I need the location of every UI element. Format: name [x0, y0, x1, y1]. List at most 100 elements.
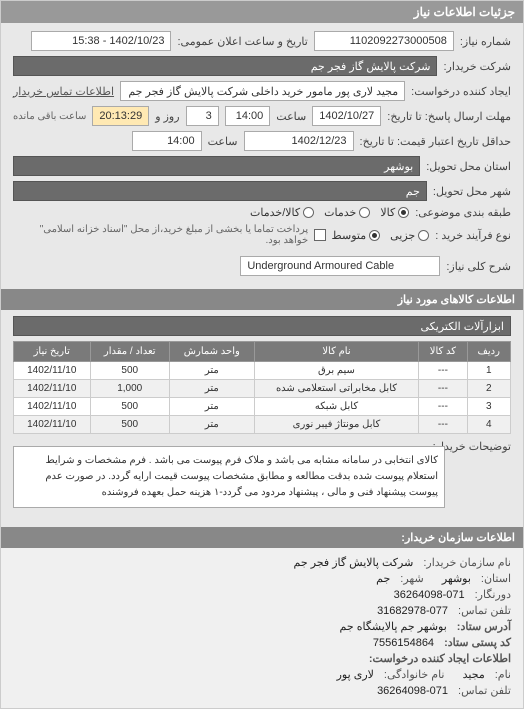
creator-family-value: لاری پور [337, 668, 374, 681]
table-header: کد کالا [419, 342, 467, 362]
org-label: نام سازمان خریدار: [423, 556, 511, 569]
requester-label: ایجاد کننده درخواست: [411, 85, 511, 98]
table-header: تعداد / مقدار [90, 342, 169, 362]
validity-label: حداقل تاریخ اعتبار قیمت: تا تاریخ: [360, 135, 511, 148]
response-deadline-label: مهلت ارسال پاسخ: تا تاریخ: [387, 110, 511, 123]
validity-time-field: 14:00 [132, 131, 202, 151]
public-datetime-label: تاریخ و ساعت اعلان عمومی: [177, 35, 307, 48]
days-label: روز و [155, 110, 179, 123]
table-cell: 4 [467, 416, 510, 434]
bi-city-label: شهر: [400, 572, 423, 585]
buyer-company-label: شرکت خریدار: [443, 60, 511, 73]
tool-group-field: ابزارآلات الکتریکی [13, 316, 511, 336]
table-cell: --- [419, 416, 467, 434]
public-datetime-field: 1402/10/23 - 15:38 [31, 31, 171, 51]
table-cell: سیم برق [254, 362, 419, 380]
main-desc-field: Underground Armoured Cable [240, 256, 440, 276]
radio-motevasset[interactable] [369, 230, 380, 241]
process-note: پرداخت تماما یا بخشی از مبلغ خرید،از محل… [13, 224, 308, 246]
creator-section: اطلاعات ایجاد کننده درخواست: [369, 652, 511, 665]
table-header: ردیف [467, 342, 510, 362]
phone-value: 31682978-077 [377, 605, 448, 617]
province-field: بوشهر [13, 156, 420, 176]
table-cell: 2 [467, 380, 510, 398]
time-remain-field: 20:13:29 [92, 106, 149, 126]
process-type-label: نوع فرآیند خرید : [435, 229, 511, 242]
table-header: نام کالا [254, 342, 419, 362]
time-remain-label: ساعت باقی مانده [13, 111, 86, 122]
main-desc-label: شرح کلی نیاز: [446, 260, 511, 273]
table-row: 3---کابل شبکهمتر5001402/11/10 [14, 398, 511, 416]
validity-date-field: 1402/12/23 [244, 131, 354, 151]
table-header: تاریخ نیاز [14, 342, 91, 362]
description-label: توضیحات خریدار: [451, 440, 511, 453]
radio-motevasset-label: متوسط [332, 229, 367, 242]
bi-province-label: استان: [481, 572, 511, 585]
buyer-info-block: نام سازمان خریدار: شرکت پالایش گاز فجر جم… [1, 548, 523, 708]
table-cell: --- [419, 398, 467, 416]
fax-label: دورنگار: [475, 588, 511, 601]
items-section-title: اطلاعات کالاهای مورد نیاز [1, 289, 523, 310]
bi-city-value: جم [376, 572, 390, 585]
address-value: بوشهر جم پالایشگاه جم [340, 620, 447, 633]
table-cell: 1 [467, 362, 510, 380]
city-field: جم [13, 181, 427, 201]
table-cell: متر [169, 380, 254, 398]
creator-phone-value: 36264098-071 [377, 685, 448, 697]
creator-phone-label: تلفن تماس: [458, 684, 511, 697]
radio-kala-khadamat-label: کالا/خدمات [250, 206, 300, 219]
creator-family-label: نام خانوادگی: [384, 668, 445, 681]
budget-radio-group: کالا خدمات کالا/خدمات [250, 206, 409, 219]
table-row: 4---کابل مونتاژ فیبر نوریمتر5001402/11/1… [14, 416, 511, 434]
radio-jozi[interactable] [418, 230, 429, 241]
creator-name-label: نام: [495, 668, 511, 681]
table-cell: کابل مخابراتی استعلامی شده [254, 380, 419, 398]
phone-label: تلفن تماس: [458, 604, 511, 617]
table-cell: --- [419, 362, 467, 380]
radio-kala[interactable] [398, 207, 409, 218]
requester-field: مجید لاری پور مامور خرید داخلی شرکت پالا… [120, 81, 405, 101]
org-value: شرکت پالایش گاز فجر جم [294, 556, 414, 569]
table-cell: متر [169, 362, 254, 380]
table-cell: 1,000 [90, 380, 169, 398]
table-row: 1---سیم برقمتر5001402/11/10 [14, 362, 511, 380]
table-cell: 3 [467, 398, 510, 416]
description-text: کالای انتخابی در سامانه مشابه می باشد و … [13, 446, 445, 508]
radio-jozi-label: جزیی [390, 229, 415, 242]
radio-khadamat-label: خدمات [324, 206, 356, 219]
table-cell: کابل شبکه [254, 398, 419, 416]
table-cell: متر [169, 398, 254, 416]
table-header: واحد شمارش [169, 342, 254, 362]
request-number-field: 1102092273000508 [314, 31, 454, 51]
budget-class-label: طبقه بندی موضوعی: [415, 206, 511, 219]
table-cell: کابل مونتاژ فیبر نوری [254, 416, 419, 434]
address-label: آدرس ستاد: [457, 620, 511, 633]
postal-label: کد پستی ستاد: [444, 636, 511, 649]
items-table: ردیفکد کالانام کالاواحد شمارشتعداد / مقد… [13, 341, 511, 434]
buyer-company-field: شرکت پالایش گاز فجر جم [13, 56, 437, 76]
province-label: استان محل تحویل: [426, 160, 511, 173]
time-label-2: ساعت [208, 135, 238, 148]
buyer-info-title: اطلاعات سازمان خریدار: [1, 527, 523, 548]
radio-kala-label: کالا [380, 206, 395, 219]
bi-province-value: بوشهر [442, 572, 471, 585]
radio-kala-khadamat[interactable] [303, 207, 314, 218]
table-cell: 500 [90, 416, 169, 434]
table-cell: 500 [90, 398, 169, 416]
city-label: شهر محل تحویل: [433, 185, 511, 198]
table-cell: 1402/11/10 [14, 416, 91, 434]
table-cell: --- [419, 380, 467, 398]
radio-khadamat[interactable] [359, 207, 370, 218]
table-cell: 1402/11/10 [14, 398, 91, 416]
postal-value: 7556154864 [373, 637, 434, 649]
request-number-label: شماره نیاز: [460, 35, 511, 48]
buyer-contact-link[interactable]: اطلاعات تماس خریدار [13, 85, 114, 98]
treasury-checkbox[interactable] [314, 229, 325, 241]
creator-name-value: مجید [463, 668, 485, 681]
response-date-field: 1402/10/27 [312, 106, 381, 126]
table-cell: 1402/11/10 [14, 380, 91, 398]
table-cell: 500 [90, 362, 169, 380]
time-label-1: ساعت [276, 110, 306, 123]
fax-value: 36264098-071 [394, 589, 465, 601]
response-time-field: 14:00 [225, 106, 271, 126]
